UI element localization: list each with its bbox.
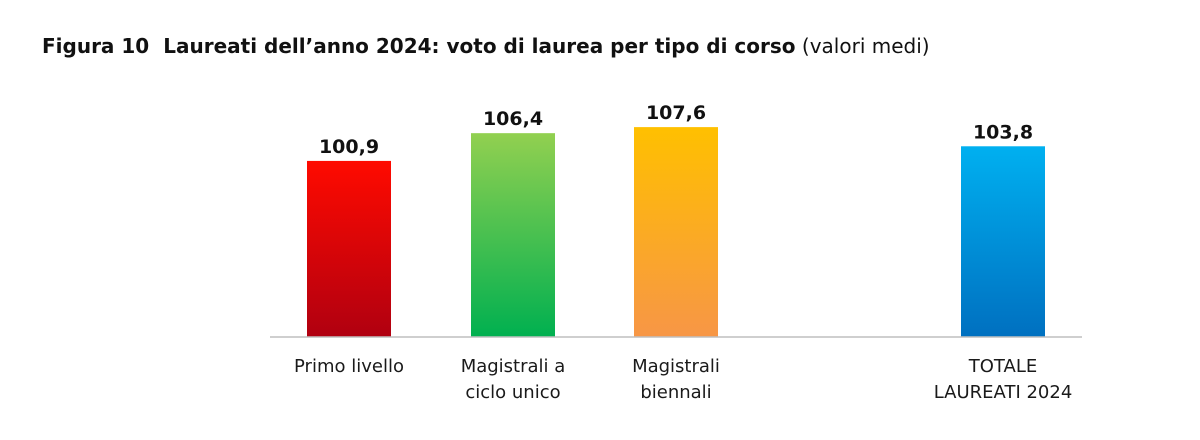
category-label-1: Primo livello: [294, 356, 404, 377]
value-label-1: 100,9: [319, 136, 379, 158]
value-label-4: 103,8: [973, 121, 1033, 143]
value-label-3: 107,6: [646, 102, 706, 124]
value-labels-group: 100,9 106,4 107,6 103,8: [319, 102, 1033, 158]
bar-1: [307, 160, 391, 337]
category-label-3: Magistrali biennali: [632, 356, 720, 403]
value-label-2: 106,4: [483, 108, 543, 130]
figure-number: Figura 10: [42, 34, 150, 58]
figure-title-subtitle: (valori medi): [801, 34, 930, 58]
figure-title: Figura 10 Laureati dell’anno 2024: voto d…: [42, 34, 930, 58]
bar-4: [961, 146, 1045, 337]
bars-group: [307, 127, 1045, 337]
bar-2: [471, 133, 555, 337]
category-labels-group: Primo livello Magistrali a ciclo unico Magi…: [294, 356, 1072, 403]
figure-title-main: Laureati dell’anno 2024: voto di laurea …: [163, 34, 796, 58]
category-label-2: Magistrali a ciclo unico: [461, 356, 566, 403]
bar-3: [634, 127, 718, 337]
category-label-4: TOTALE LAUREATI 2024: [934, 356, 1073, 403]
